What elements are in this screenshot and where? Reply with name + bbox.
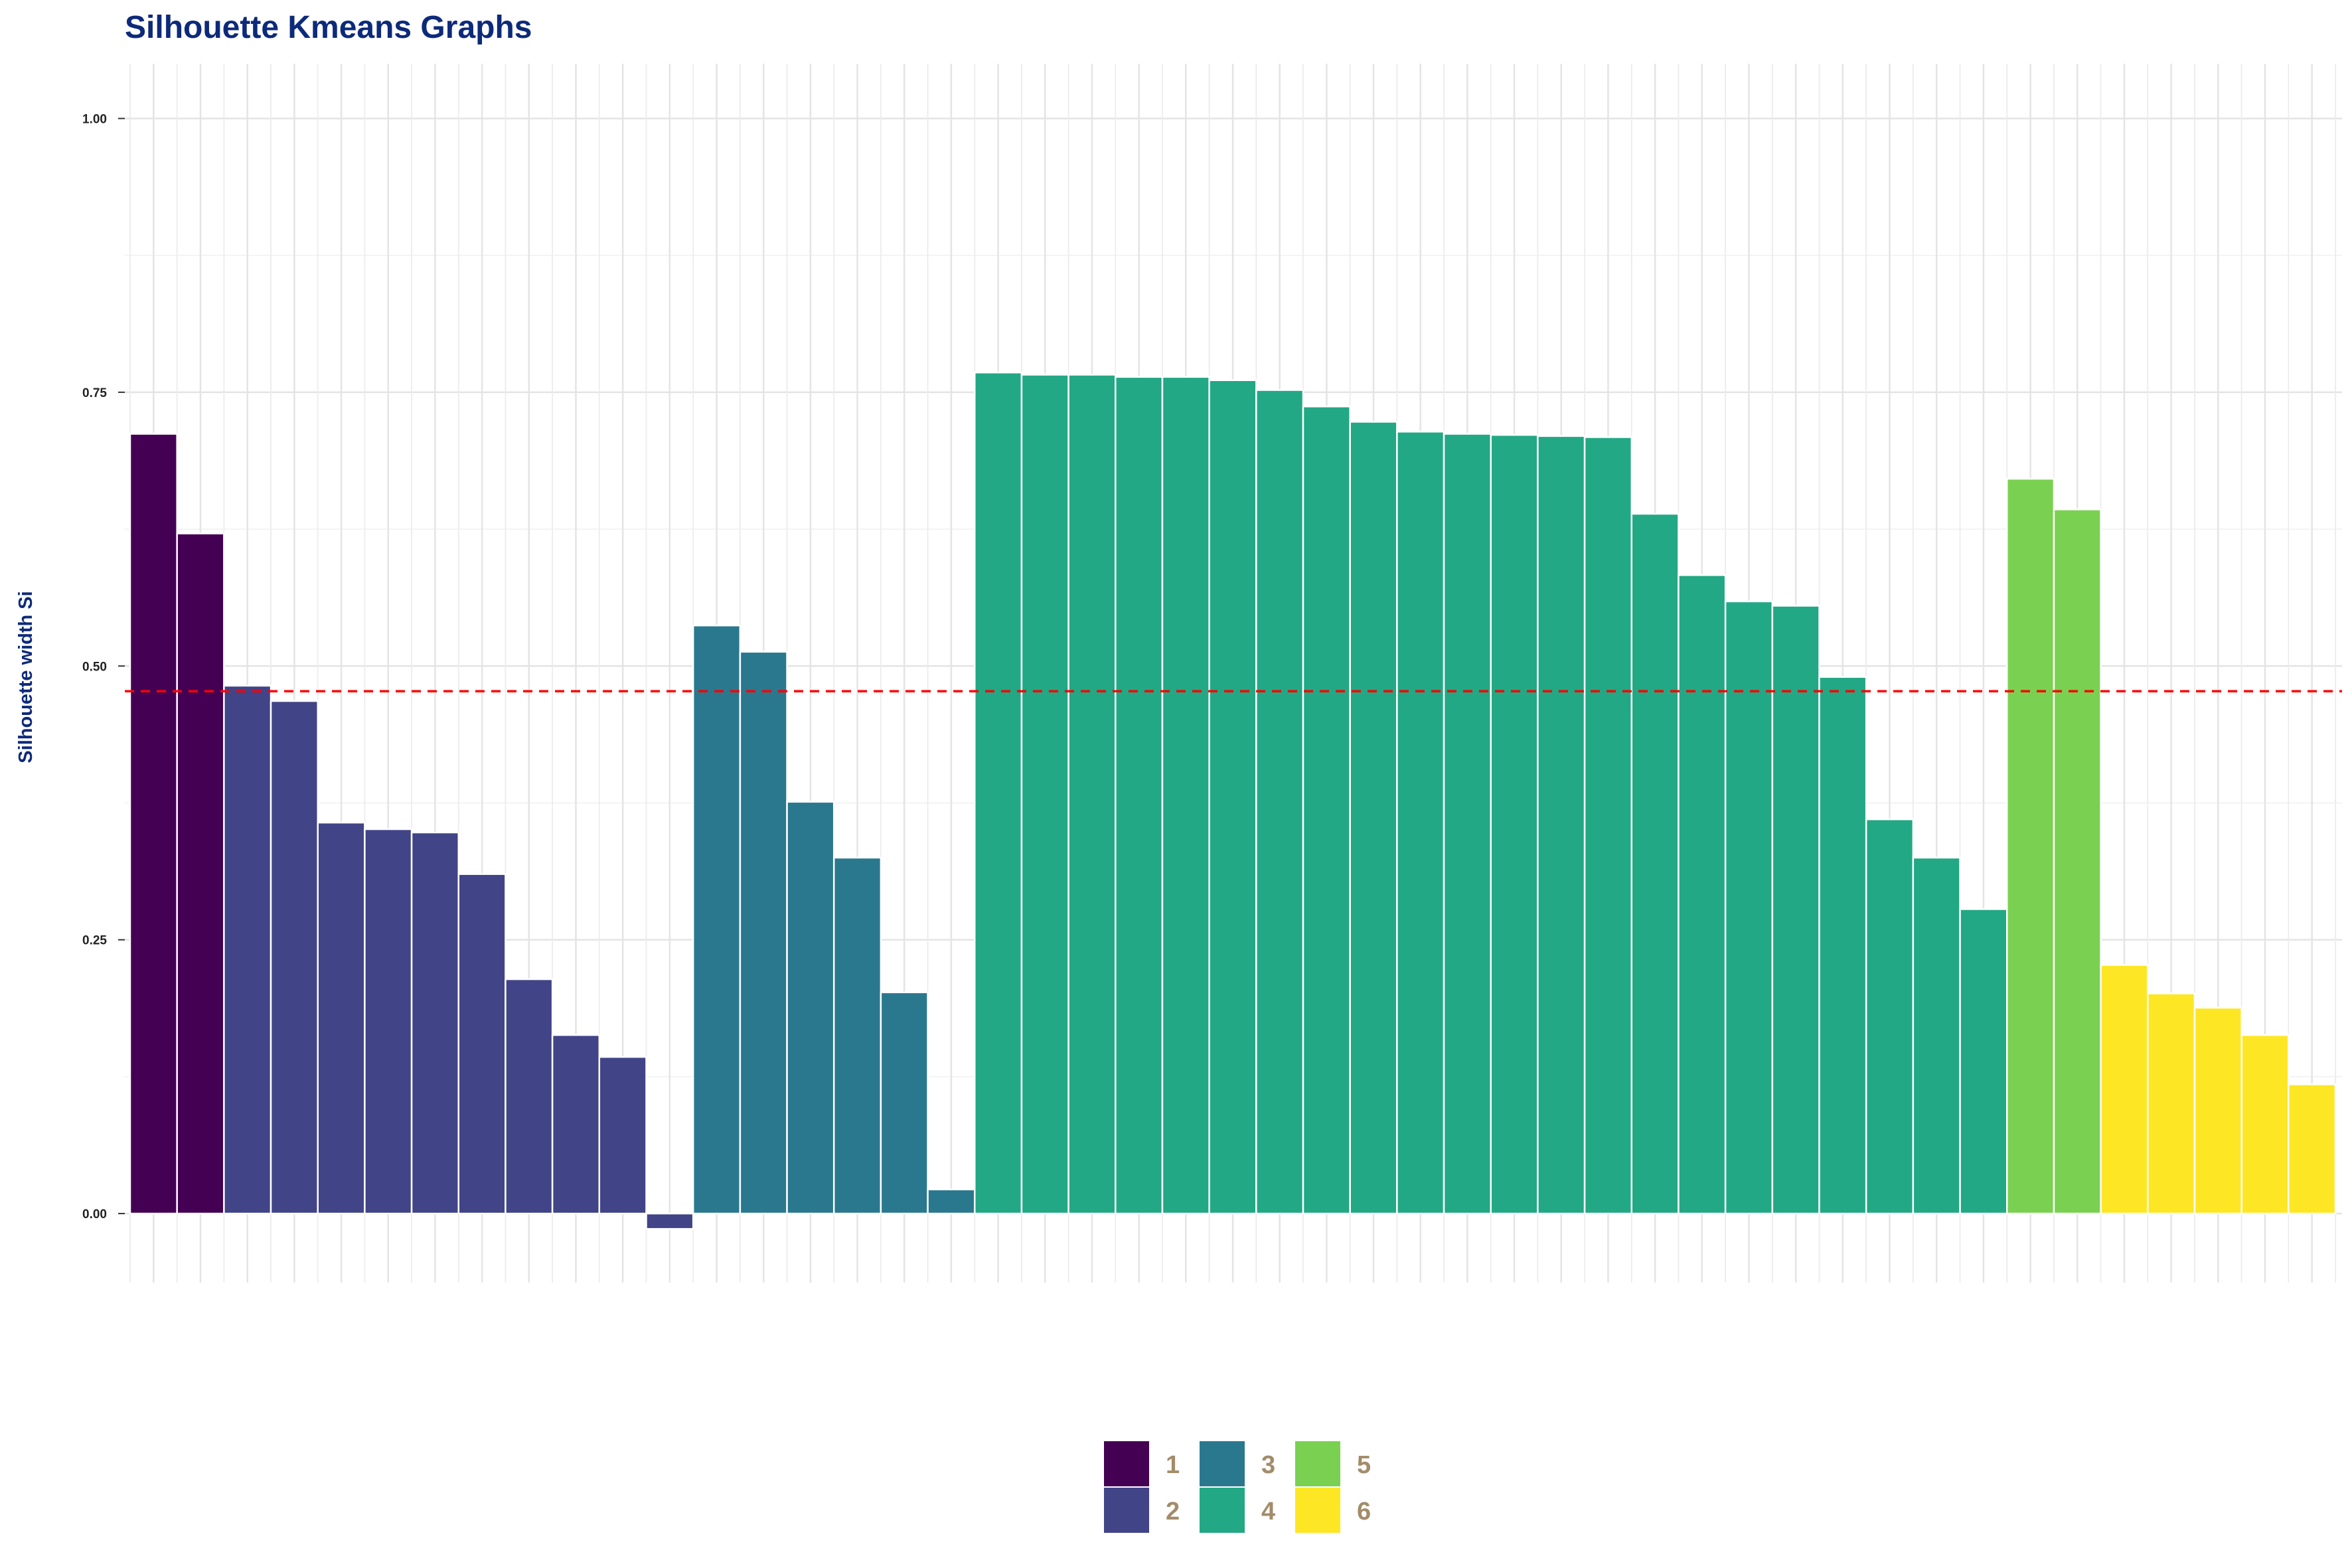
bar-cluster-3-2 xyxy=(739,651,788,1215)
bar-cluster-3-1 xyxy=(692,624,742,1215)
bar-cluster-4-19 xyxy=(1818,676,1867,1215)
bar-cluster-2-6 xyxy=(457,873,507,1215)
bar-cluster-4-8 xyxy=(1302,406,1351,1215)
y-tick-label-1: 0.25 xyxy=(82,934,107,948)
legend-label-5: 5 xyxy=(1357,1451,1371,1479)
bar-cluster-3-3 xyxy=(786,801,835,1215)
y-axis-title: Silhouette width Si xyxy=(15,591,37,763)
bar-cluster-4-1 xyxy=(974,371,1023,1215)
bar-cluster-4-4 xyxy=(1115,376,1164,1215)
bar-cluster-4-9 xyxy=(1349,421,1398,1215)
legend-label-3: 3 xyxy=(1261,1451,1275,1479)
chart-title: Silhouette Kmeans Graphs xyxy=(125,10,532,45)
bar-cluster-2-8 xyxy=(551,1034,601,1215)
bars xyxy=(129,371,2337,1230)
bar-cluster-4-18 xyxy=(1771,605,1820,1215)
bar-cluster-2-2 xyxy=(270,700,319,1215)
bar-cluster-4-16 xyxy=(1678,574,1727,1215)
bar-cluster-6-2 xyxy=(2147,992,2196,1215)
bar-cluster-4-14 xyxy=(1583,436,1633,1215)
y-tick-label-2: 0.50 xyxy=(82,660,107,674)
bar-cluster-6-4 xyxy=(2240,1034,2290,1215)
bar-cluster-4-7 xyxy=(1255,389,1304,1215)
legend-label-6: 6 xyxy=(1357,1498,1371,1526)
bar-cluster-4-6 xyxy=(1208,379,1257,1215)
bar-cluster-2-5 xyxy=(410,831,460,1215)
bar-cluster-1-2 xyxy=(176,532,225,1215)
y-tick-label-0: 0.00 xyxy=(82,1208,107,1221)
legend-key-6 xyxy=(1294,1486,1342,1534)
legend-key-3 xyxy=(1198,1440,1246,1488)
bar-cluster-2-9 xyxy=(598,1056,647,1215)
legend-key-1 xyxy=(1103,1440,1150,1488)
bar-cluster-2-7 xyxy=(505,978,554,1215)
bar-cluster-4-22 xyxy=(1959,908,2008,1215)
legend-label-1: 1 xyxy=(1166,1451,1180,1479)
legend: 1 2 3 4 5 6 xyxy=(1103,1440,1371,1534)
bar-cluster-3-6 xyxy=(927,1188,976,1215)
legend-key-5 xyxy=(1294,1440,1342,1488)
legend-label-4: 4 xyxy=(1261,1498,1275,1526)
bar-cluster-4-11 xyxy=(1443,433,1492,1215)
bar-cluster-4-17 xyxy=(1724,600,1774,1215)
y-tick-label-4: 1.00 xyxy=(82,112,107,126)
bar-cluster-3-5 xyxy=(880,991,929,1215)
bar-cluster-6-5 xyxy=(2288,1083,2337,1215)
legend-label-2: 2 xyxy=(1166,1498,1180,1526)
bar-cluster-2-1 xyxy=(223,684,272,1215)
bar-cluster-5-1 xyxy=(2005,477,2055,1215)
bar-cluster-1-1 xyxy=(129,433,178,1215)
bar-cluster-2-3 xyxy=(317,821,366,1215)
bar-cluster-4-10 xyxy=(1396,431,1445,1215)
legend-key-4 xyxy=(1198,1486,1246,1534)
bar-cluster-4-20 xyxy=(1865,818,1915,1215)
bar-cluster-5-2 xyxy=(2053,509,2102,1215)
bar-cluster-6-3 xyxy=(2193,1006,2242,1215)
bar-cluster-4-5 xyxy=(1161,376,1210,1215)
bar-cluster-4-3 xyxy=(1067,374,1117,1215)
bar-cluster-2-4 xyxy=(364,828,413,1215)
y-axis: 0.00 0.25 0.50 0.75 1.00 xyxy=(82,112,125,1221)
bar-cluster-2-10 xyxy=(645,1212,694,1230)
bar-cluster-4-2 xyxy=(1020,374,1069,1215)
legend-key-2 xyxy=(1103,1486,1150,1534)
bar-cluster-4-15 xyxy=(1630,512,1680,1215)
y-tick-label-3: 0.75 xyxy=(82,386,107,400)
bar-cluster-3-4 xyxy=(832,856,882,1215)
bar-cluster-4-12 xyxy=(1490,433,1539,1215)
bar-cluster-6-1 xyxy=(2100,964,2149,1215)
bar-cluster-4-13 xyxy=(1537,435,1586,1215)
bar-cluster-4-21 xyxy=(1912,856,1961,1215)
